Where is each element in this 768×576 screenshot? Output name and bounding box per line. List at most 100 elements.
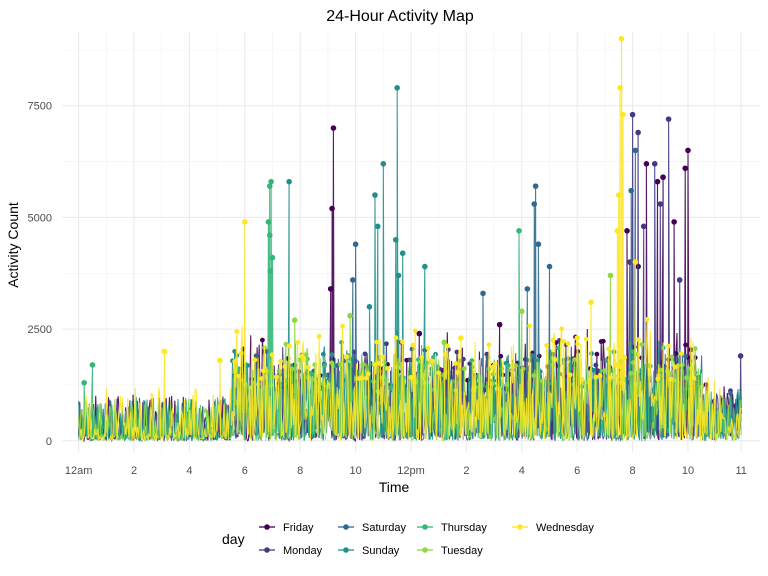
x-tick-label: 6 xyxy=(242,465,248,477)
data-point xyxy=(519,308,525,314)
data-point xyxy=(408,375,414,380)
data-point xyxy=(559,326,565,332)
data-point xyxy=(678,351,684,357)
data-point xyxy=(380,354,386,360)
data-point xyxy=(360,361,366,367)
data-point xyxy=(393,335,399,341)
data-point xyxy=(636,337,641,342)
data-point xyxy=(385,365,390,371)
data-point xyxy=(416,331,422,336)
data-point xyxy=(594,351,600,357)
y-tick-label: 7500 xyxy=(28,101,52,113)
legend-key-point xyxy=(422,524,428,530)
data-point xyxy=(492,361,498,367)
data-point xyxy=(265,219,271,225)
legend-item-monday: Monday xyxy=(259,545,323,557)
chart-title: 24-Hour Activity Map xyxy=(326,8,474,25)
data-point xyxy=(565,341,571,346)
data-point xyxy=(269,352,275,358)
data-point xyxy=(350,277,356,283)
data-point xyxy=(394,85,400,91)
data-point xyxy=(544,342,550,348)
data-point xyxy=(641,223,647,229)
y-tick-label: 0 xyxy=(46,436,52,448)
data-point xyxy=(261,368,266,374)
data-point xyxy=(667,371,672,376)
data-point xyxy=(527,323,532,329)
legend-item-sunday: Sunday xyxy=(338,545,400,557)
data-point xyxy=(362,351,368,357)
series-wednesday xyxy=(78,35,742,443)
data-point xyxy=(380,161,386,167)
y-tick-label: 5000 xyxy=(28,212,52,224)
axis-labels: 12am 2 4 6 8 10 12pm 2 4 6 8 10 11 0 2500 5000 7500 xyxy=(28,101,747,477)
data-point xyxy=(309,371,314,377)
data-point xyxy=(419,354,425,360)
data-point xyxy=(232,359,238,364)
data-point xyxy=(692,346,698,351)
data-point xyxy=(363,375,369,381)
data-point xyxy=(595,368,601,374)
data-point xyxy=(728,390,733,396)
legend-item-friday: Friday xyxy=(259,522,314,534)
data-point xyxy=(253,353,259,359)
data-point xyxy=(655,376,661,382)
data-point xyxy=(425,345,431,351)
data-point xyxy=(278,358,283,364)
data-point xyxy=(388,385,394,391)
legend-key-point xyxy=(343,524,349,530)
data-point xyxy=(683,342,688,348)
data-point xyxy=(601,368,607,374)
data-point xyxy=(486,342,492,348)
data-point xyxy=(329,352,335,358)
data-point xyxy=(266,232,273,239)
data-point xyxy=(469,358,475,364)
data-point xyxy=(352,358,358,364)
data-point xyxy=(347,313,353,319)
data-point xyxy=(498,353,504,359)
data-point xyxy=(658,367,664,373)
legend-title: day xyxy=(222,531,245,547)
data-point xyxy=(644,316,650,322)
data-point xyxy=(550,337,556,343)
legend-item-wednesday: Wednesday xyxy=(512,522,594,534)
data-point xyxy=(282,364,288,370)
data-point xyxy=(591,367,597,373)
data-point xyxy=(520,366,526,372)
data-point xyxy=(685,147,691,154)
data-point xyxy=(442,352,448,357)
data-point xyxy=(330,125,337,131)
data-point xyxy=(81,380,87,386)
data-point xyxy=(619,36,624,42)
data-point xyxy=(394,364,400,370)
data-point xyxy=(238,350,244,356)
legend-label: Thursday xyxy=(441,522,487,534)
data-point xyxy=(608,375,614,380)
data-point xyxy=(666,343,671,349)
data-point xyxy=(367,304,372,310)
data-point xyxy=(671,219,677,225)
data-point xyxy=(303,352,309,357)
data-point xyxy=(268,382,274,388)
legend-label: Saturday xyxy=(362,522,407,534)
data-point xyxy=(628,370,634,376)
data-point xyxy=(574,335,580,341)
data-point xyxy=(329,205,335,212)
data-point xyxy=(579,376,585,382)
data-point xyxy=(297,357,303,363)
data-point xyxy=(217,358,223,363)
data-point xyxy=(441,339,448,346)
data-point xyxy=(669,354,675,360)
data-point xyxy=(161,348,168,355)
data-point xyxy=(593,362,599,368)
x-axis-title: Time xyxy=(379,479,410,495)
data-point xyxy=(505,363,511,368)
data-point xyxy=(234,329,240,334)
data-point xyxy=(422,263,428,270)
data-point xyxy=(643,161,650,167)
data-point xyxy=(90,362,95,368)
data-point xyxy=(552,357,558,362)
data-point xyxy=(444,343,450,349)
data-point xyxy=(316,333,322,339)
